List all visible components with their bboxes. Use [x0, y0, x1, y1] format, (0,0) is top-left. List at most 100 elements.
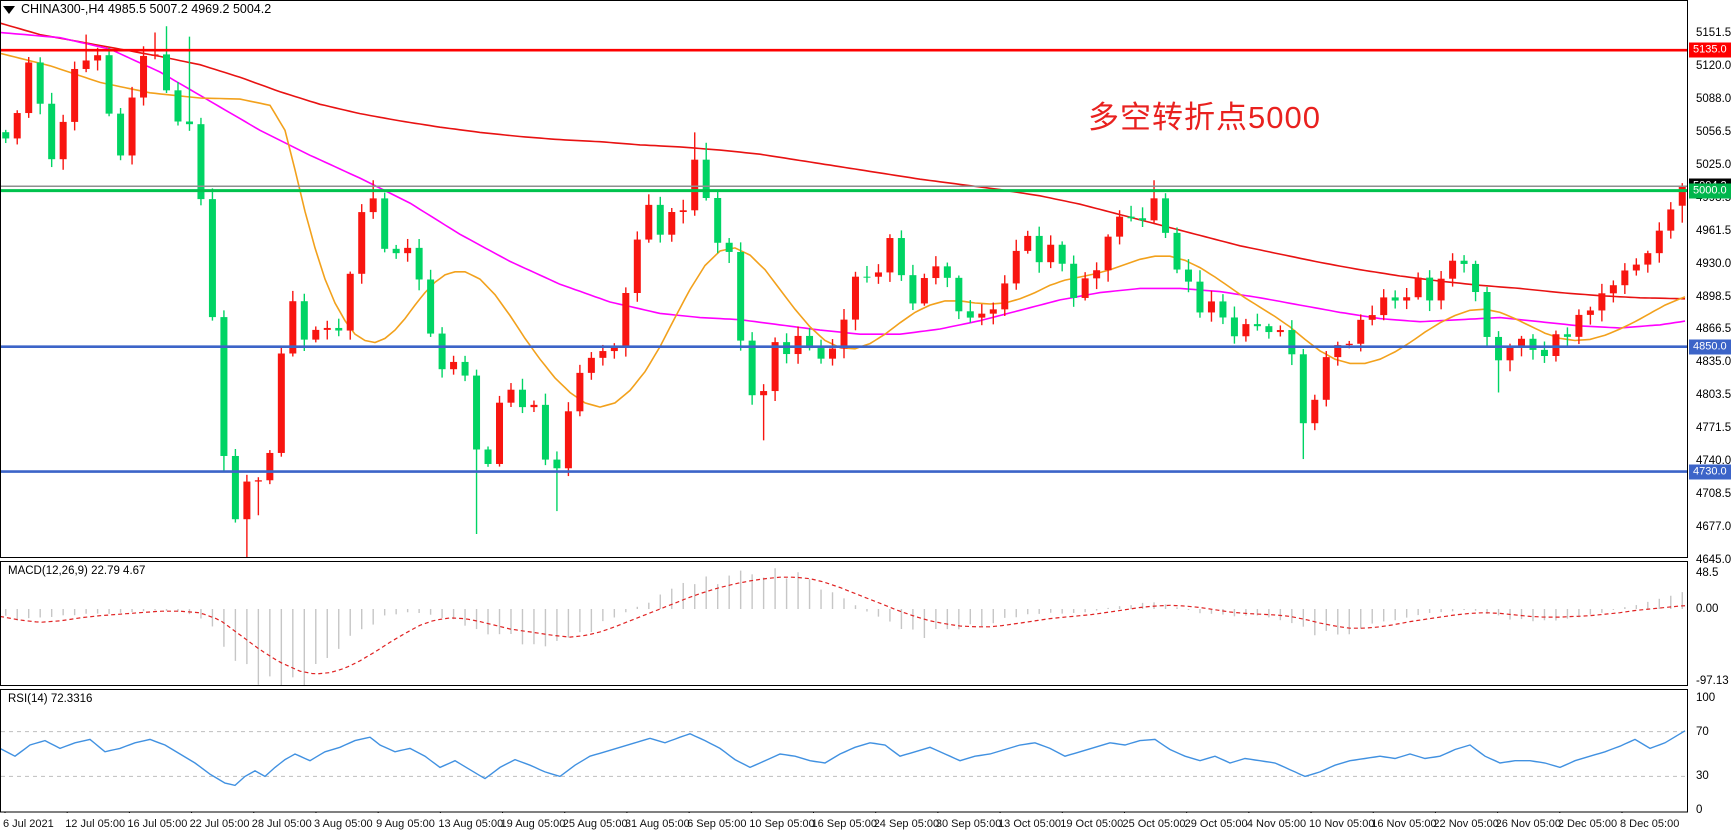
candle-body[interactable]	[1403, 297, 1411, 301]
candle-body[interactable]	[943, 266, 951, 278]
candle-body[interactable]	[656, 204, 664, 235]
rsi-panel-frame[interactable]	[0, 689, 1688, 813]
candle-body[interactable]	[496, 402, 504, 464]
candle-body[interactable]	[1586, 310, 1594, 315]
candle-body[interactable]	[622, 293, 630, 347]
candle-body[interactable]	[323, 327, 331, 330]
candle-body[interactable]	[794, 335, 802, 355]
candle-body[interactable]	[966, 311, 974, 318]
candle-body[interactable]	[1230, 317, 1238, 337]
candle-body[interactable]	[36, 62, 44, 104]
candle-body[interactable]	[1127, 216, 1135, 219]
candle-body[interactable]	[610, 346, 618, 352]
macd-panel-area[interactable]	[0, 568, 1687, 688]
candle-body[interactable]	[851, 276, 859, 320]
candle-body[interactable]	[679, 210, 687, 213]
ma-slow-red[interactable]	[0, 22, 1686, 300]
candle-body[interactable]	[48, 103, 56, 160]
candle-body[interactable]	[1001, 283, 1009, 310]
candle-body[interactable]	[1644, 253, 1652, 265]
candle-body[interactable]	[140, 55, 148, 98]
candle-body[interactable]	[1609, 285, 1617, 294]
candle-body[interactable]	[633, 239, 641, 294]
price-axis[interactable]: 5151.55120.05088.05056.55025.04993.54961…	[1688, 0, 1731, 816]
candle-body[interactable]	[1242, 324, 1250, 337]
candle-body[interactable]	[381, 198, 389, 249]
candle-body[interactable]	[564, 411, 572, 469]
chart-text-annotation[interactable]: 多空转折点5000	[1088, 100, 1321, 135]
candle-body[interactable]	[702, 159, 710, 198]
candle-body[interactable]	[185, 121, 193, 125]
candle-body[interactable]	[725, 242, 733, 252]
candle-body[interactable]	[1345, 343, 1353, 346]
candle-body[interactable]	[82, 60, 90, 69]
candle-body[interactable]	[645, 204, 653, 240]
candle-body[interactable]	[415, 247, 423, 280]
candle-body[interactable]	[806, 335, 814, 349]
candle-body[interactable]	[117, 113, 125, 156]
candle-body[interactable]	[1472, 263, 1480, 293]
candle-body[interactable]	[1311, 399, 1319, 424]
candle-body[interactable]	[461, 361, 469, 376]
candle-body[interactable]	[289, 301, 297, 354]
candle-body[interactable]	[1150, 198, 1158, 221]
candle-body[interactable]	[1529, 338, 1537, 350]
candle-body[interactable]	[300, 301, 308, 340]
candle-body[interactable]	[450, 361, 458, 370]
candle-body[interactable]	[1540, 349, 1548, 357]
candle-body[interactable]	[2, 132, 10, 139]
candle-body[interactable]	[507, 389, 515, 403]
candle-body[interactable]	[220, 317, 228, 456]
candle-body[interactable]	[1426, 277, 1434, 301]
candle-body[interactable]	[13, 113, 21, 139]
candle-body[interactable]	[392, 248, 400, 254]
candle-body[interactable]	[1116, 216, 1124, 237]
candle-body[interactable]	[817, 348, 825, 359]
candle-body[interactable]	[553, 459, 561, 469]
candle-body[interactable]	[1437, 278, 1445, 301]
candle-body[interactable]	[1035, 235, 1043, 263]
candle-body[interactable]	[1058, 244, 1066, 264]
candle-body[interactable]	[404, 247, 412, 254]
candle-body[interactable]	[1253, 324, 1261, 327]
candle-body[interactable]	[691, 159, 699, 211]
candle-body[interactable]	[1104, 236, 1112, 271]
candle-body[interactable]	[473, 375, 481, 450]
candle-body[interactable]	[71, 68, 79, 122]
candle-body[interactable]	[208, 199, 216, 318]
candle-body[interactable]	[1173, 232, 1181, 270]
candle-body[interactable]	[94, 55, 102, 61]
candle-body[interactable]	[599, 351, 607, 358]
candle-body[interactable]	[1334, 345, 1342, 358]
candle-body[interactable]	[427, 279, 435, 334]
candle-body[interactable]	[783, 342, 791, 355]
candle-body[interactable]	[105, 55, 113, 114]
candle-body[interactable]	[1012, 250, 1020, 284]
candle-body[interactable]	[1093, 270, 1101, 279]
ma-fast-orange[interactable]	[0, 52, 1686, 408]
candle-body[interactable]	[897, 238, 905, 276]
main-panel-frame[interactable]	[0, 0, 1688, 558]
candle-body[interactable]	[771, 342, 779, 392]
candle-body[interactable]	[266, 452, 274, 481]
candle-body[interactable]	[1449, 260, 1457, 279]
candle-body[interactable]	[737, 251, 745, 341]
candle-body[interactable]	[1598, 293, 1606, 311]
candle-body[interactable]	[1460, 260, 1468, 264]
candle-body[interactable]	[163, 54, 171, 91]
candle-body[interactable]	[714, 197, 722, 243]
candle-body[interactable]	[1414, 277, 1422, 298]
candle-body[interactable]	[1552, 334, 1560, 356]
candle-body[interactable]	[1322, 357, 1330, 400]
candle-body[interactable]	[1070, 263, 1078, 298]
candle-body[interactable]	[243, 481, 251, 520]
candle-body[interactable]	[1655, 230, 1663, 254]
candle-body[interactable]	[1219, 301, 1227, 318]
candle-body[interactable]	[886, 238, 894, 273]
candle-body[interactable]	[1391, 297, 1399, 301]
candle-body[interactable]	[989, 309, 997, 314]
candle-body[interactable]	[151, 54, 159, 56]
candle-body[interactable]	[530, 404, 538, 408]
candle-body[interactable]	[920, 278, 928, 304]
candle-body[interactable]	[587, 357, 595, 373]
